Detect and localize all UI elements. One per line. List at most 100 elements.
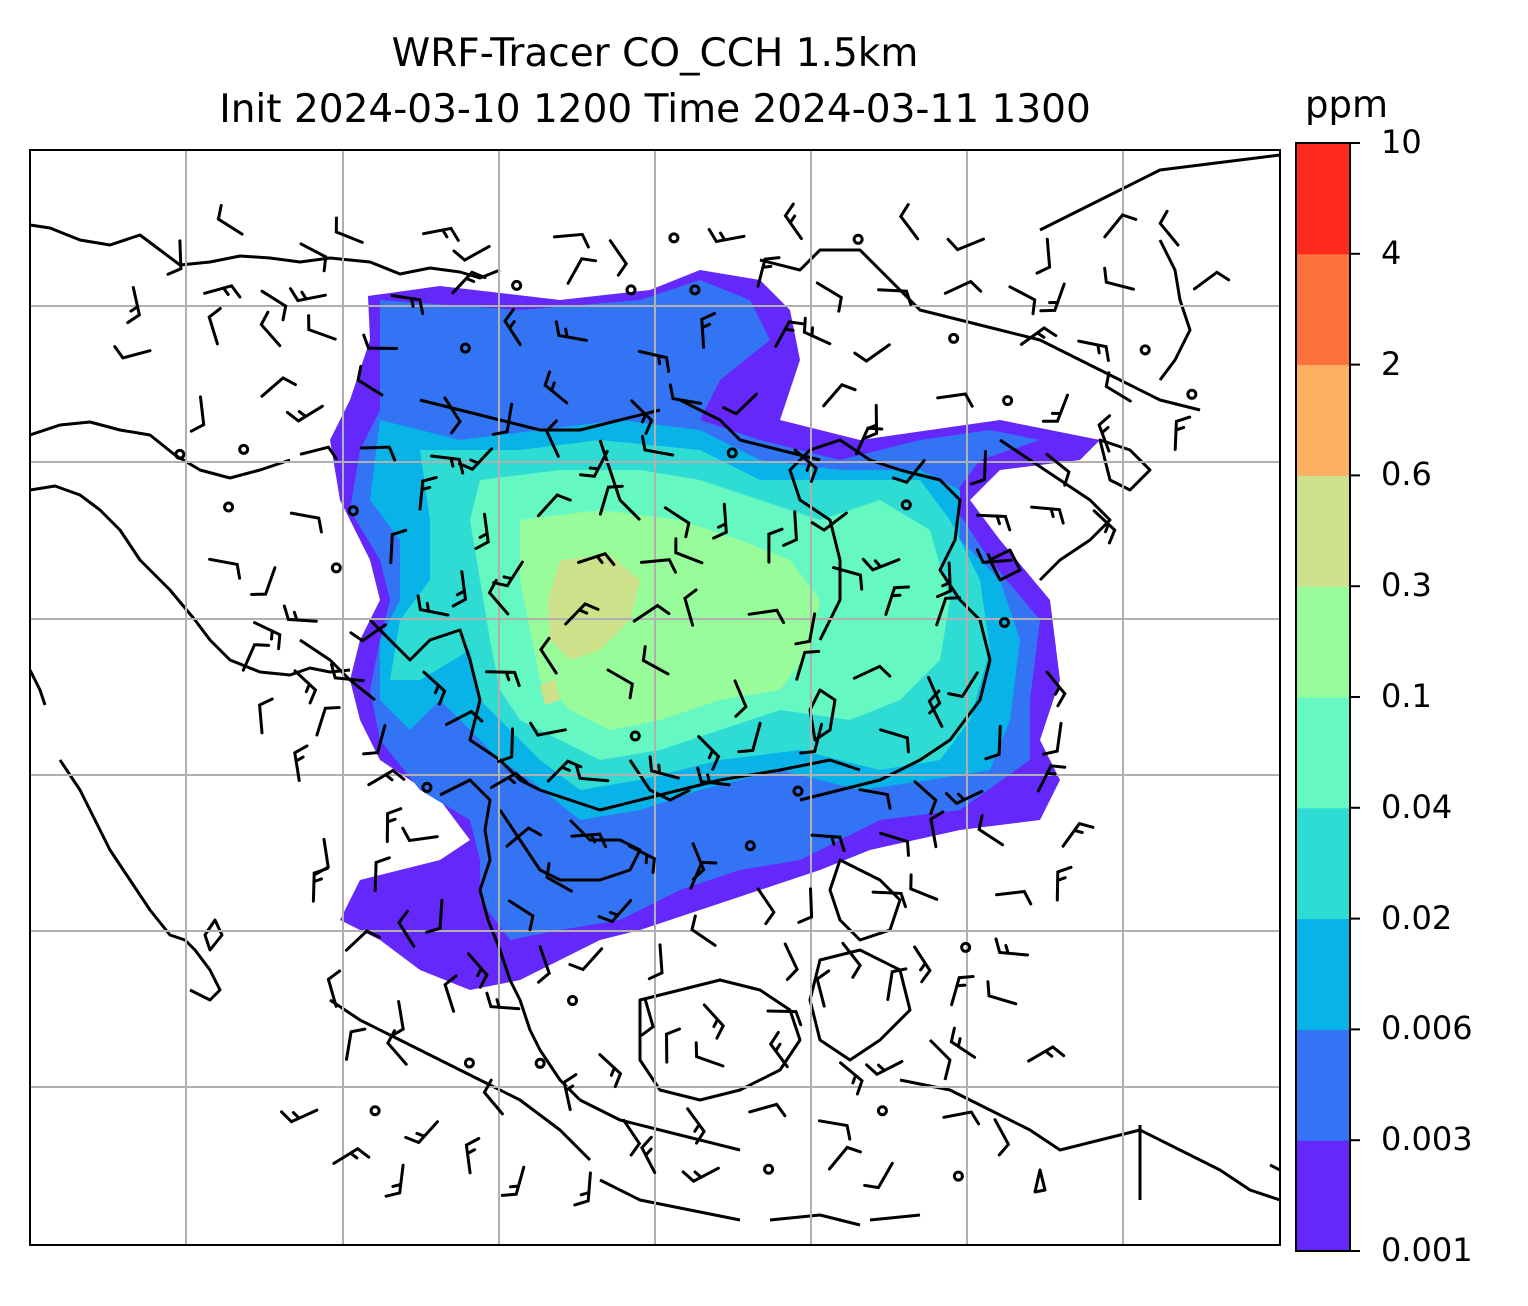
wind-barb (799, 722, 824, 755)
wind-barb (702, 1003, 726, 1040)
wind-barb (946, 237, 985, 252)
wind-barb (487, 578, 510, 616)
wind-barb (832, 566, 864, 591)
wind-barb (430, 454, 465, 475)
wind-barb (334, 216, 364, 244)
colorbar-swatch (1296, 1029, 1350, 1141)
wind-barb (529, 721, 567, 737)
wind-barb (627, 844, 656, 874)
wind-barb (891, 459, 926, 485)
wind-barb (425, 898, 444, 934)
wind-barb (293, 669, 318, 705)
wind-barb (307, 314, 337, 341)
wind-barb (839, 1061, 864, 1096)
colorbar-swatch (1296, 1140, 1350, 1252)
wind-barb (1039, 282, 1066, 313)
calm-wind-circle (369, 1105, 381, 1117)
wind-barb (898, 203, 920, 241)
wind-barb (697, 735, 721, 771)
wind-barb (774, 320, 805, 348)
wind-barb (203, 284, 242, 299)
wind-barb (260, 376, 297, 398)
wind-barb (568, 947, 604, 972)
wind-barb (913, 780, 938, 815)
colorbar-tick-label: 4 (1381, 233, 1402, 272)
wind-barb (640, 998, 655, 1037)
wind-barb (344, 929, 381, 952)
wind-barb (1045, 452, 1071, 487)
wind-barb (503, 308, 522, 346)
wind-barb (622, 1118, 642, 1157)
wind-barb (598, 1053, 623, 1089)
wind-barb (984, 724, 1002, 761)
calm-wind-circle (744, 840, 756, 852)
wind-barb (497, 727, 514, 763)
wind-barb (1030, 505, 1065, 525)
wind-barb (250, 566, 277, 596)
wind-barb (562, 1073, 578, 1112)
wind-barb (782, 510, 798, 547)
wind-barb (841, 941, 862, 979)
wind-barb (258, 697, 274, 735)
wind-barb (945, 789, 984, 806)
wind-barb (815, 969, 831, 1008)
calm-wind-circle (1186, 388, 1198, 400)
wind-barb (299, 445, 338, 461)
wind-barb (570, 832, 608, 849)
wind-barb (686, 1107, 706, 1145)
calm-wind-circle (763, 1163, 775, 1175)
wind-barb (648, 755, 680, 780)
wind-barb (884, 585, 910, 616)
colorbar-swatch (1296, 364, 1350, 476)
wind-barb (367, 768, 406, 787)
wind-barb (458, 447, 494, 471)
wind-barb (299, 242, 328, 273)
wind-barb (485, 991, 521, 1011)
wind-barb (362, 724, 387, 756)
wind-barb (207, 307, 222, 346)
graticule (30, 150, 1280, 1245)
wind-barb (689, 860, 718, 890)
wind-barb (345, 1027, 367, 1061)
wind-barb (315, 706, 341, 737)
wind-barb (507, 899, 535, 932)
wind-barb (241, 643, 271, 672)
calm-wind-circle (223, 501, 235, 513)
wind-barb (886, 967, 908, 1001)
wind-barb (913, 945, 932, 984)
wind-barb (822, 383, 857, 408)
wind-barb (877, 288, 913, 306)
wind-barb (632, 603, 671, 623)
wind-barb (1035, 237, 1052, 275)
wind-barb (793, 448, 819, 483)
wind-barb (696, 766, 731, 787)
wind-barb (608, 239, 629, 277)
colorbar-swatch (1296, 586, 1350, 698)
wind-barb (1008, 285, 1037, 316)
wind-barb (936, 392, 974, 408)
wind-barb (871, 890, 907, 909)
wind-barb (810, 833, 846, 853)
wind-barb (385, 807, 403, 843)
wind-barb (664, 1027, 681, 1064)
wind-barb (189, 395, 206, 433)
calm-wind-circle (668, 232, 680, 244)
wind-barb (474, 512, 490, 551)
wind-barb (289, 287, 327, 303)
wind-barb (505, 826, 543, 848)
calm-wind-circle (347, 505, 359, 517)
wind-barb (443, 396, 462, 435)
wind-barb (418, 476, 438, 511)
wind-barb (492, 560, 524, 588)
wind-barb (464, 1137, 481, 1175)
wind-barb (737, 721, 762, 754)
wind-barb (854, 426, 884, 456)
wind-barb (485, 670, 521, 688)
wind-barb (994, 937, 1030, 957)
colorbar-tick-label: 0.02 (1381, 898, 1453, 937)
colorbar-tick-label: 0.1 (1381, 677, 1432, 715)
wind-barb (639, 558, 677, 574)
wind-barb (1103, 266, 1135, 291)
wind-barb (700, 312, 717, 349)
wind-barb (397, 909, 416, 948)
